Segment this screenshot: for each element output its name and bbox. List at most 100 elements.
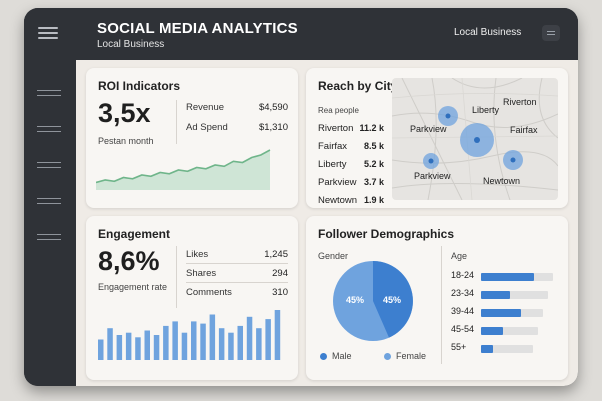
- city-value: 3.7 k: [363, 177, 384, 187]
- pie-label-left: 45%: [346, 295, 365, 305]
- city-row[interactable]: Parkview 3.7 k: [318, 177, 384, 189]
- pie-slice-male: [373, 261, 413, 338]
- age-row-label: 45-54: [451, 324, 475, 334]
- dashboard-window: SOCIAL MEDIA ANALYTICS Local Business Lo…: [24, 8, 578, 386]
- engagement-bar: [116, 335, 123, 360]
- sidebar-item-3[interactable]: [37, 162, 61, 174]
- map-label: Liberty: [472, 105, 500, 115]
- sidebar-item-1[interactable]: [37, 90, 61, 102]
- reach-title: Reach by City: [318, 79, 398, 93]
- adspend-value: $1,310: [258, 122, 288, 133]
- city-row[interactable]: Fairfax 8.5 k: [318, 141, 384, 153]
- engagement-card: Engagement 8,6% Engagement rate Likes 1,…: [86, 216, 298, 380]
- engagement-bar: [209, 314, 216, 360]
- age-bar-track: [481, 273, 553, 281]
- roi-divider: [176, 100, 177, 144]
- engagement-divider: [176, 246, 177, 308]
- stats-divider: [186, 282, 288, 283]
- engagement-bar: [163, 325, 169, 360]
- city-name: Liberty: [318, 159, 347, 170]
- age-bar-fill: [481, 291, 510, 299]
- engagement-bar: [274, 310, 281, 360]
- comments-label: Comments: [186, 287, 232, 298]
- main-content: ROI Indicators 3,5x Pestan month Revenue…: [76, 60, 578, 386]
- city-value: 1.9 k: [363, 195, 384, 205]
- engagement-bar: [125, 332, 132, 360]
- age-row-label: 39-44: [451, 306, 475, 316]
- reach-map[interactable]: Liberty Riverton Parkview Fairfax Parkvi…: [392, 78, 558, 200]
- age-row: 55+: [451, 342, 561, 354]
- menu-lines-icon[interactable]: [542, 25, 560, 41]
- reach-subheader: Rea people: [318, 106, 359, 115]
- pie-label-right: 45%: [383, 295, 402, 305]
- city-value: 8.5 k: [363, 141, 384, 151]
- sidebar-item-5[interactable]: [37, 234, 61, 246]
- female-legend-label: Female: [396, 351, 427, 361]
- age-bar-fill: [481, 327, 503, 335]
- city-row[interactable]: Riverton 11.2 k: [318, 123, 384, 135]
- engagement-rate-label: Engagement rate: [98, 282, 168, 292]
- engagement-bar: [98, 339, 104, 360]
- city-name: Parkview: [318, 177, 357, 188]
- engagement-bar: [153, 335, 160, 360]
- sidebar-item-2[interactable]: [37, 126, 61, 138]
- demographics-divider: [441, 246, 442, 364]
- age-bar-track: [481, 291, 548, 299]
- gender-label: Gender: [318, 251, 349, 261]
- age-row-label: 18-24: [451, 270, 475, 280]
- age-row: 45-54: [451, 324, 561, 336]
- age-label: Age: [451, 251, 468, 261]
- city-value: 5.2 k: [363, 159, 384, 169]
- demographics-title: Follower Demographics: [318, 227, 455, 241]
- engagement-bar: [144, 330, 150, 360]
- engagement-title: Engagement: [98, 227, 171, 241]
- engagement-value: 8,6%: [98, 246, 160, 276]
- hamburger-menu-icon[interactable]: [38, 27, 58, 39]
- age-row: 39-44: [451, 306, 561, 318]
- engagement-bar: [237, 325, 243, 360]
- age-bar-track: [481, 309, 543, 317]
- age-bar-track: [481, 345, 533, 353]
- age-bar-fill: [481, 309, 521, 317]
- likes-value: 1,245: [264, 249, 288, 260]
- city-value: 11.2 k: [359, 123, 384, 133]
- map-label: Parkview: [410, 124, 447, 134]
- shares-label: Shares: [186, 268, 217, 279]
- sidebar: [24, 60, 76, 386]
- account-label[interactable]: Local Business: [454, 27, 522, 38]
- age-row: 23-34: [451, 288, 561, 300]
- gender-pie: [333, 261, 413, 341]
- trend-area: [96, 150, 270, 190]
- female-legend-dot: [384, 353, 391, 360]
- sidebar-item-4[interactable]: [37, 198, 61, 210]
- map-label: Fairfax: [510, 125, 538, 135]
- male-legend-dot: [320, 353, 327, 360]
- engagement-bar-chart: [98, 310, 281, 360]
- city-name: Riverton: [318, 123, 354, 134]
- male-legend-label: Male: [332, 351, 352, 361]
- engagement-bar: [228, 332, 234, 360]
- trend-line: [96, 149, 271, 184]
- stats-divider: [186, 263, 288, 264]
- adspend-label: Ad Spend: [186, 122, 228, 133]
- demographics-card: Follower Demographics Gender Age 45% 45%…: [306, 216, 568, 380]
- engagement-bar: [200, 323, 206, 360]
- reach-card: Reach by City Rea people Riverton 11.2 k…: [306, 68, 568, 208]
- top-bar: SOCIAL MEDIA ANALYTICS Local Business Lo…: [24, 8, 578, 60]
- engagement-bar: [172, 321, 178, 360]
- shares-value: 294: [272, 268, 288, 279]
- engagement-bar: [265, 319, 271, 360]
- roi-period-label: Pestan month: [98, 136, 154, 146]
- age-bar-fill: [481, 345, 494, 353]
- age-row: 18-24: [451, 270, 561, 282]
- engagement-bar: [181, 332, 188, 360]
- city-row[interactable]: Liberty 5.2 k: [318, 159, 384, 171]
- age-row-label: 55+: [451, 342, 467, 352]
- roi-card: ROI Indicators 3,5x Pestan month Revenue…: [86, 68, 298, 208]
- city-row[interactable]: Newtown 1.9 k: [318, 195, 384, 207]
- engagement-bar: [246, 316, 253, 360]
- revenue-label: Revenue: [186, 102, 225, 113]
- app-title: SOCIAL MEDIA ANALYTICS: [97, 20, 298, 37]
- map-label: Parkview: [414, 171, 451, 181]
- map-label: Riverton: [503, 97, 537, 107]
